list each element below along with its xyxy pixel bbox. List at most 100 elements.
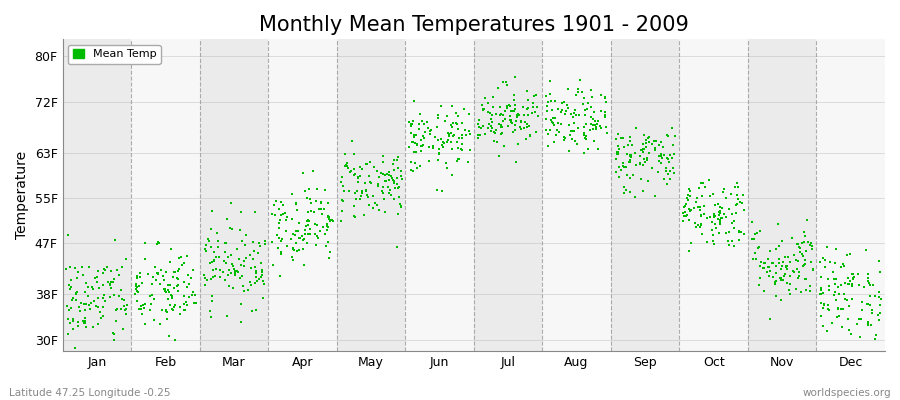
Point	[394, 176, 409, 182]
Point	[838, 280, 852, 286]
Point	[366, 164, 381, 170]
Point	[713, 216, 727, 223]
Point	[302, 186, 317, 192]
Point	[711, 216, 725, 222]
Point	[431, 115, 446, 121]
Point	[405, 139, 419, 145]
Point	[682, 217, 697, 223]
Point	[418, 129, 433, 135]
Point	[223, 225, 238, 232]
Point	[82, 302, 96, 308]
Point	[390, 181, 404, 187]
Point	[790, 275, 805, 281]
Point	[850, 320, 864, 327]
Point	[589, 124, 603, 130]
Point	[113, 287, 128, 293]
Point	[454, 132, 469, 139]
Point	[249, 268, 264, 274]
Point	[436, 144, 450, 150]
Point	[680, 211, 694, 218]
Point	[628, 162, 643, 168]
Point	[350, 188, 365, 194]
Point	[207, 256, 221, 263]
Point	[869, 332, 884, 338]
Point	[716, 189, 730, 195]
Point	[445, 124, 459, 130]
Point	[357, 180, 372, 186]
Point	[71, 322, 86, 329]
Point	[577, 94, 591, 101]
Point	[160, 309, 175, 315]
Point	[129, 281, 143, 287]
Point	[518, 111, 532, 118]
Point	[519, 121, 534, 127]
Point	[338, 163, 353, 169]
Bar	[200, 39, 268, 351]
Point	[316, 224, 330, 230]
Point	[705, 219, 719, 226]
Point	[571, 86, 585, 92]
Point	[507, 92, 521, 98]
Point	[392, 201, 407, 208]
Point	[353, 173, 367, 180]
Point	[321, 200, 336, 207]
Point	[313, 199, 328, 205]
Point	[274, 198, 288, 205]
Point	[158, 286, 173, 292]
Point	[320, 221, 335, 228]
Point	[289, 228, 303, 234]
Point	[714, 210, 728, 216]
Point	[208, 273, 222, 279]
Point	[166, 304, 181, 310]
Point	[407, 149, 421, 155]
Point	[444, 139, 458, 145]
Point	[275, 202, 290, 208]
Point	[415, 142, 429, 149]
Point	[652, 142, 666, 148]
Point	[861, 271, 876, 278]
Point	[130, 273, 145, 279]
Point	[89, 303, 104, 309]
Point	[574, 88, 589, 95]
Point	[805, 242, 819, 249]
Point	[201, 236, 215, 243]
Point	[580, 146, 595, 153]
Point	[796, 250, 810, 257]
Point	[816, 323, 831, 330]
Point	[182, 293, 196, 300]
Point	[757, 260, 771, 266]
Point	[821, 306, 835, 312]
Point	[351, 174, 365, 180]
Point	[852, 282, 867, 288]
Point	[558, 111, 572, 118]
Point	[370, 168, 384, 174]
Point	[865, 307, 879, 313]
Point	[344, 168, 358, 174]
Point	[105, 330, 120, 336]
Point	[148, 264, 163, 270]
Point	[184, 274, 198, 281]
Point	[732, 229, 746, 235]
Point	[140, 270, 155, 277]
Point	[248, 280, 262, 286]
Point	[514, 119, 528, 125]
Point	[724, 220, 739, 226]
Point	[346, 203, 361, 210]
Point	[665, 155, 680, 162]
Point	[248, 264, 262, 270]
Point	[235, 238, 249, 244]
Point	[77, 289, 92, 295]
Point	[236, 282, 250, 289]
Point	[506, 128, 520, 135]
Point	[134, 279, 148, 286]
Point	[752, 243, 766, 250]
Point	[483, 128, 498, 134]
Point	[178, 307, 193, 313]
Point	[171, 282, 185, 288]
Point	[859, 246, 873, 253]
Point	[175, 262, 189, 268]
Point	[654, 138, 669, 145]
Point	[495, 118, 509, 124]
Point	[422, 158, 436, 164]
Point	[681, 206, 696, 212]
